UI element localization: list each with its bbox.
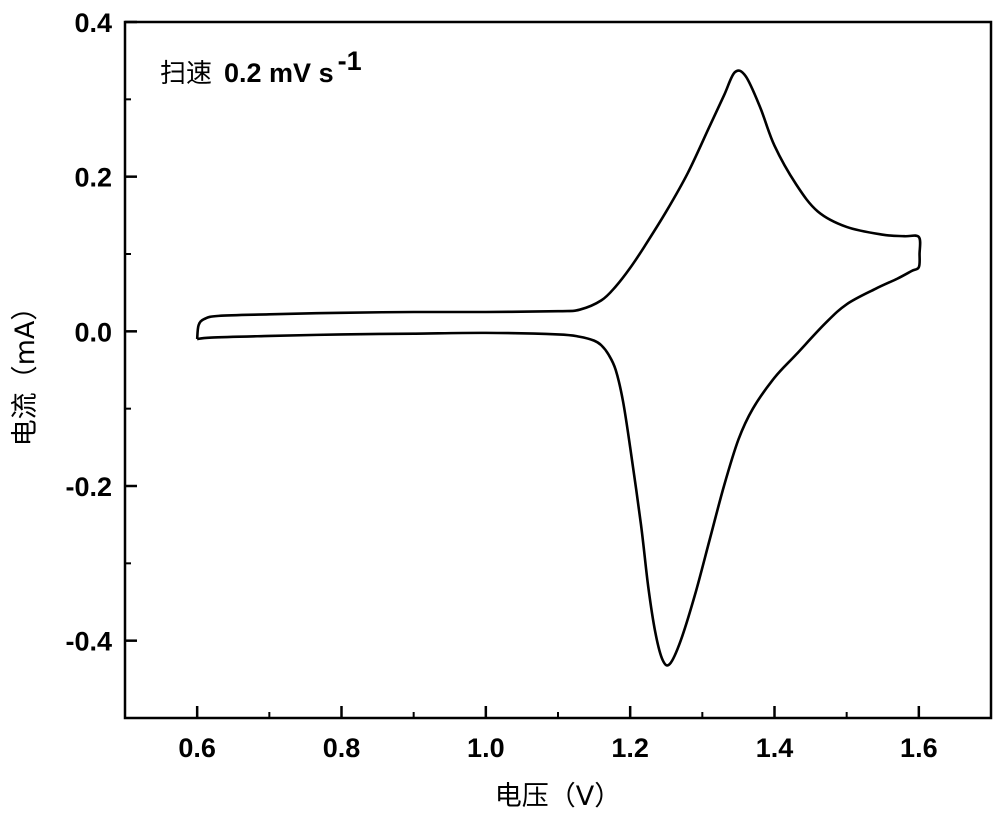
series-layer — [197, 71, 920, 666]
y-tick-label: 0.4 — [74, 8, 112, 38]
y-tick-label: -0.2 — [65, 472, 112, 502]
tick-labels: 0.6 0.8 1.0 1.2 1.4 1.6 -0.4 -0.2 0.0 0.2 0.4 — [65, 8, 937, 763]
y-tick-label: 0.0 — [74, 317, 112, 347]
annotation-prefix: 扫速 — [160, 59, 212, 89]
annotation-text: 0.2 mV s — [224, 58, 334, 88]
annotation-scan-rate: 扫速 0.2 mV s -1 — [160, 46, 362, 89]
x-tick-label: 1.2 — [611, 733, 649, 763]
axis-ticks — [125, 22, 919, 718]
y-tick-label: -0.4 — [65, 627, 112, 657]
cv-curve — [197, 71, 920, 666]
y-axis-title: 电流（mA） — [10, 294, 41, 447]
plot-frame — [125, 22, 991, 718]
x-tick-label: 1.0 — [467, 733, 505, 763]
x-tick-label: 0.8 — [323, 733, 361, 763]
y-tick-label: 0.2 — [74, 163, 112, 193]
x-axis-title: 电压（V） — [495, 781, 621, 812]
x-tick-label: 0.6 — [178, 733, 216, 763]
x-tick-label: 1.6 — [900, 733, 938, 763]
x-tick-label: 1.4 — [756, 733, 794, 763]
annotation-superscript: -1 — [338, 46, 362, 76]
